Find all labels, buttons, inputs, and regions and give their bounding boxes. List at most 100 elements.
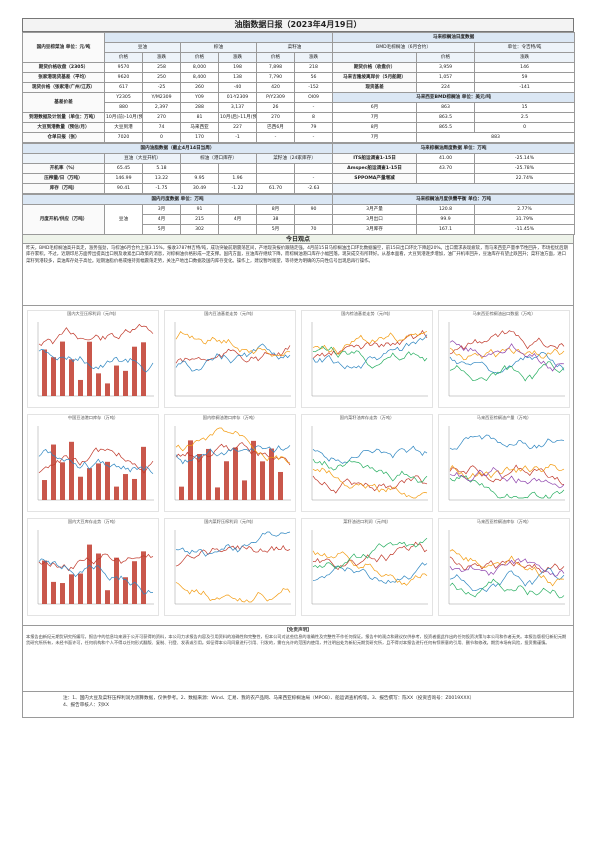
chart-graphic <box>174 426 291 501</box>
chart-series-line <box>38 558 153 595</box>
chart-series-line <box>312 541 428 571</box>
chart-panel: 国内大豆库存走势（万吨） <box>27 518 159 616</box>
chart-graphic <box>448 322 565 397</box>
cell: 138 <box>218 72 257 83</box>
chart-panel: 马来西亚棕榈油出口数据（万吨） <box>438 310 570 408</box>
chart-title: 国内菜籽压榨利润（元/吨） <box>204 519 256 524</box>
chart-axis <box>448 530 565 605</box>
chart-graphic <box>37 322 154 397</box>
chart-bar <box>51 581 56 604</box>
chart-series-line <box>175 582 291 603</box>
chart-bar <box>96 373 101 396</box>
chart-bar <box>123 474 128 500</box>
chart-axis <box>174 322 291 397</box>
cell: 0 <box>142 132 181 143</box>
col-price: 价格 <box>256 52 295 63</box>
row-label: 仓单日报（张） <box>22 132 105 143</box>
cell <box>218 224 257 235</box>
cell: 198 <box>218 62 257 73</box>
col-chg: 涨跌 <box>474 52 576 63</box>
cell: 01-Y2309 <box>218 92 257 103</box>
cell: Y2305 <box>104 92 143 103</box>
cell: 224 <box>416 82 476 93</box>
weekly-header: 国内油脂数据（截止4月14日当周） <box>21 143 334 154</box>
chart-series-line <box>449 330 565 355</box>
chart-series-line <box>312 345 428 369</box>
cell: 99.9 <box>416 214 476 225</box>
chart-series-line <box>38 447 154 474</box>
cell: 3月产量 <box>332 204 418 215</box>
row-label: 马来吉隆坡离岸价（5月船期） <box>332 72 418 83</box>
chart-title: 菜籽油进口利润（元/吨） <box>343 519 391 524</box>
chart-title: 马来西亚棕榈油出口数据（万吨） <box>472 311 536 316</box>
chart-series-line <box>449 361 565 382</box>
month-header: 马来西亚BMD棕榈油 单位：美元/吨 <box>332 92 576 103</box>
chart-graphic <box>448 426 565 501</box>
chart-axis <box>448 426 565 501</box>
chart-series-line <box>38 553 154 572</box>
cell: -1.75 <box>142 183 181 194</box>
chart-bar <box>96 463 101 500</box>
cell: 59 <box>474 72 576 83</box>
cell: -11.45% <box>474 224 576 235</box>
price-table: 国内豆棕菜油 单位：元/吨 马来棕榈油日度数据 豆油 棕油 菜籽油 BMD毛棕榈… <box>22 32 576 143</box>
chart-bar <box>69 359 74 396</box>
col-chg: 涨跌 <box>142 52 181 63</box>
chart-bar <box>42 560 47 604</box>
disclaimer-text: 本报告由新纪元期货研究所编写。报告中的信息均来源于公开可获得的资料，本公司力求报… <box>26 634 567 645</box>
chart-title: 马来西亚棕榈油库存（万吨） <box>476 519 532 524</box>
cell: 270 <box>142 112 181 123</box>
cell: 3月库存 <box>332 224 418 235</box>
chart-series-line <box>312 550 428 586</box>
row-label: 月度开机/供应（万吨） <box>22 204 105 235</box>
chart-bar <box>87 341 92 396</box>
table-row: 880 2,397 288 3,137 26- 6月 863 15 <box>23 102 576 113</box>
cell: 30.49 <box>180 183 219 194</box>
cell: 10月(后)-11月(预) <box>218 112 257 123</box>
col-chg: 涨跌 <box>218 52 257 63</box>
col-rape: 菜籽油 <box>255 42 334 53</box>
chart-graphic <box>311 530 428 605</box>
cell: 420 <box>256 82 295 93</box>
cell <box>218 204 257 215</box>
cell: 865.5 <box>416 122 476 133</box>
chart-bar <box>114 557 119 604</box>
cell: 617 <box>104 82 143 93</box>
chart-bar <box>141 342 146 396</box>
cell: 5月 <box>142 224 181 235</box>
table-row: 开机率（%） 65.45 5.18 Amspec船运调查1-15日 43.70 -2… <box>22 163 576 174</box>
chart-bar <box>87 468 92 500</box>
table-row: 仓单日报（张） 7020 0 170 -1 -- 7月 883 <box>22 132 576 143</box>
chart-bar <box>188 440 193 500</box>
chart-bar <box>179 486 184 500</box>
monthly-right-header: 马来棕榈油月度供需平衡 单位：万吨 <box>332 194 576 205</box>
cell: 65.45 <box>104 163 143 174</box>
chart-panel: 中国豆油港口库存（万吨） <box>27 414 159 512</box>
table-row: 现货价格（张家港/广州/江苏） 617 -25 260 -40 420 -152 现货… <box>22 82 576 93</box>
chart-bar <box>114 365 119 396</box>
col-header: 豆油（大豆开机） <box>104 153 181 164</box>
table-row: 大豆到港数量（预估/月） 大豆到港 74 马来西亚 227 巴西6月 79 8月 865… <box>22 122 576 133</box>
footer-line-1: 注：1、国内大豆及菜籽压榨利润为测算数据，仅供参考。2、数据来源：Wind、汇易… <box>63 696 475 701</box>
cell: 3,137 <box>218 102 257 113</box>
chart-series-line <box>175 345 291 364</box>
cell: 15 <box>474 102 576 113</box>
chart-series-line <box>449 340 565 372</box>
chart-title: 国内菜籽油库存走势（万吨） <box>339 415 395 420</box>
report-page: 油脂数据日报（2023年4月19日） 国内豆棕菜油 单位：元/吨 马来棕榈油日度… <box>21 18 576 718</box>
report-title: 油脂数据日报（2023年4月19日） <box>22 18 574 32</box>
chart-bar <box>132 478 137 500</box>
cell: -25 <box>142 82 181 93</box>
chart-series-line <box>312 537 428 570</box>
chart-bar <box>141 551 146 604</box>
cell: 巴西6月 <box>256 122 295 133</box>
cell: 146 <box>474 62 576 73</box>
chart-bar <box>42 480 47 500</box>
cell: 6月 <box>332 102 418 113</box>
chart-title: 中国豆油港口库存（万吨） <box>67 415 119 420</box>
cell: 8,000 <box>180 62 219 73</box>
row-label: ITS船运调查1-15日 <box>332 153 418 164</box>
row-label: 基差价差 <box>22 92 105 113</box>
row-label: 开机率（%） <box>22 163 105 174</box>
chart-series-line <box>449 464 565 480</box>
